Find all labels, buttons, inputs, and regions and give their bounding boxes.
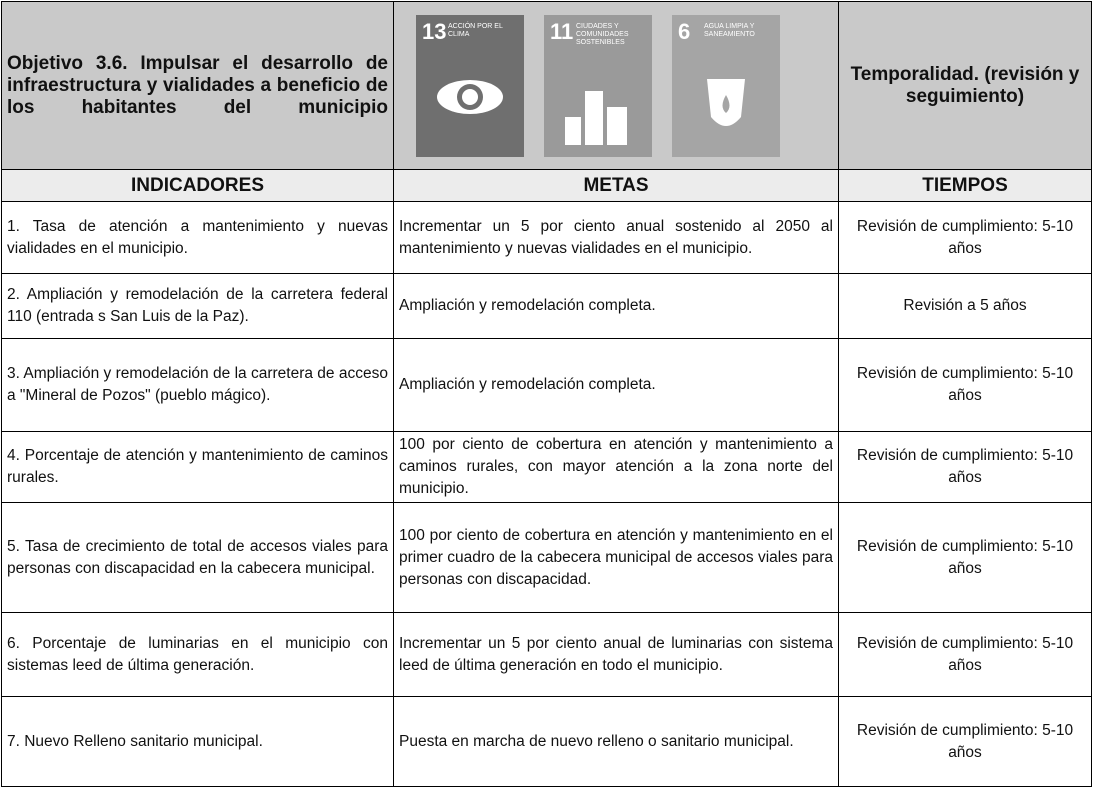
sdg-icon: 6 AGUA LIMPIA Y SANEAMIENTO [672, 14, 780, 157]
city-icon [565, 90, 627, 145]
goal: 100 por ciento de cobertura en atención … [393, 431, 839, 503]
eye-icon [437, 79, 503, 114]
column-header-row: INDICADORES METAS TIEMPOS [1, 169, 1092, 202]
indicator: 3. Ampliación y remodelación de la carre… [1, 338, 394, 432]
table-row: 7. Nuevo Relleno sanitario municipal. Pue… [1, 696, 1092, 787]
indicator: 2. Ampliación y remodelación de la carre… [1, 273, 394, 339]
goal: Ampliación y remodelación completa. [393, 273, 839, 339]
sdg-icons: 13 ACCIÓN POR EL CLIMA 11 CIUDADES Y COM… [395, 14, 838, 157]
table-row: 5. Tasa de crecimiento de total de acces… [1, 502, 1092, 613]
column-header: METAS [393, 169, 839, 202]
indicator: 1. Tasa de atención a mantenimiento y nu… [1, 201, 394, 274]
timeframe: Revisión de cumplimiento: 5-10 años [838, 201, 1092, 274]
timeframe: Revisión de cumplimiento: 5-10 años [838, 612, 1092, 697]
table-row: 6. Porcentaje de luminarias en el munici… [1, 612, 1092, 697]
timeframe: Revisión de cumplimiento: 5-10 años [838, 338, 1092, 432]
timeframe: Revisión a 5 años [838, 273, 1092, 339]
column-header: TIEMPOS [838, 169, 1092, 202]
goal: Puesta en marcha de nuevo relleno o sani… [393, 696, 839, 787]
indicator: 4. Porcentaje de atención y mantenimient… [1, 431, 394, 503]
sdg-icon: 13 ACCIÓN POR EL CLIMA [416, 14, 524, 157]
sdg-icon: 11 CIUDADES Y COMUNIDADES SOSTENIBLES [544, 14, 652, 157]
timeframe: Revisión de cumplimiento: 5-10 años [838, 502, 1092, 613]
table-row: 4. Porcentaje de atención y mantenimient… [1, 431, 1092, 503]
water-icon [707, 78, 745, 126]
temporality: Temporalidad. (revisión y seguimiento) [838, 1, 1092, 170]
sdg-number: 13 [422, 18, 447, 44]
table-row: 1. Tasa de atención a mantenimiento y nu… [1, 201, 1092, 274]
goal: 100 por ciento de cobertura en atención … [393, 502, 839, 613]
sdg-cell: 13 ACCIÓN POR EL CLIMA 11 CIUDADES Y COM… [393, 1, 839, 170]
indicator: 6. Porcentaje de luminarias en el munici… [1, 612, 394, 697]
goal: Incrementar un 5 por ciento anual sosten… [393, 201, 839, 274]
indicator: 7. Nuevo Relleno sanitario municipal. [1, 696, 394, 787]
table-row: 2. Ampliación y remodelación de la carre… [1, 273, 1092, 339]
goal: Ampliación y remodelación completa. [393, 338, 839, 432]
objective: Objetivo 3.6. Impulsar el desarrollo de … [1, 1, 394, 170]
indicator: 5. Tasa de crecimiento de total de acces… [1, 502, 394, 613]
column-header: INDICADORES [1, 169, 394, 202]
header-row: Objetivo 3.6. Impulsar el desarrollo de … [1, 1, 1092, 170]
sdg-label: CIUDADES Y COMUNIDADES SOSTENIBLES [576, 22, 629, 46]
goal: Incrementar un 5 por ciento anual de lum… [393, 612, 839, 697]
table-row: 3. Ampliación y remodelación de la carre… [1, 338, 1092, 432]
sdg-label: AGUA LIMPIA Y SANEAMIENTO [704, 22, 755, 38]
sdg-label: ACCIÓN POR EL CLIMA [448, 22, 503, 38]
timeframe: Revisión de cumplimiento: 5-10 años [838, 431, 1092, 503]
timeframe: Revisión de cumplimiento: 5-10 años [838, 696, 1092, 787]
sdg-number: 6 [678, 18, 691, 44]
table-body: 1. Tasa de atención a mantenimiento y nu… [1, 201, 1092, 787]
sdg-number: 11 [550, 18, 574, 44]
